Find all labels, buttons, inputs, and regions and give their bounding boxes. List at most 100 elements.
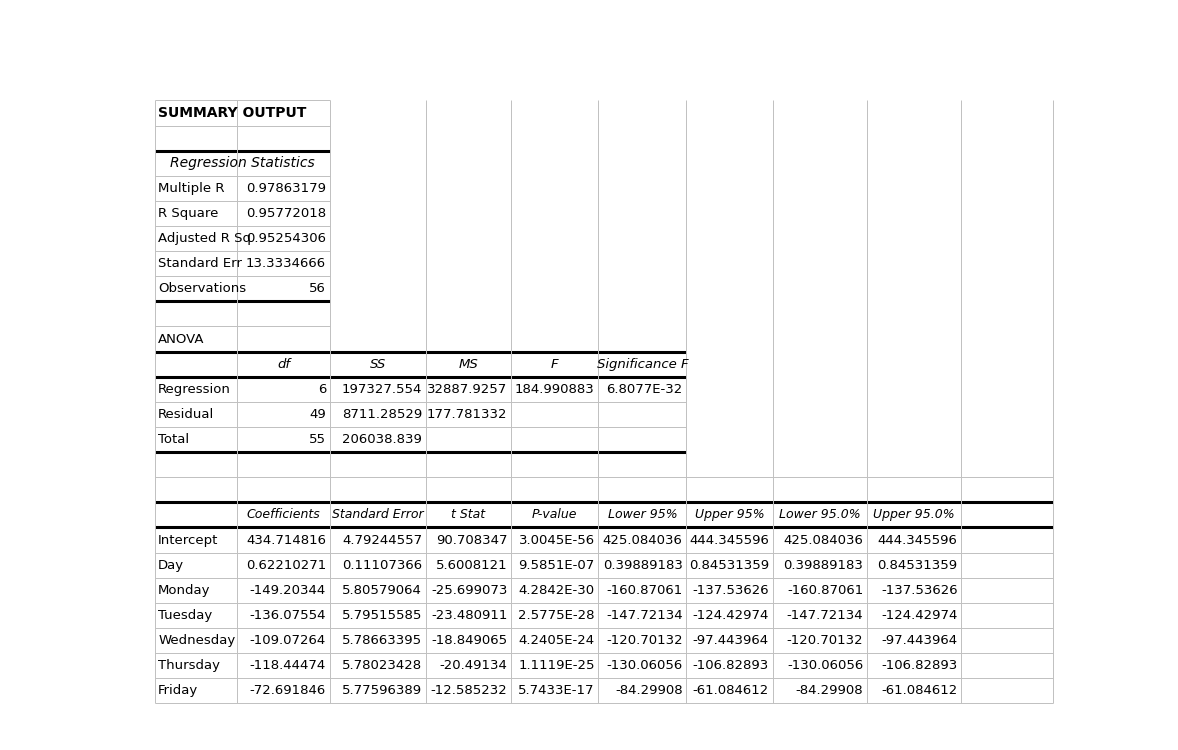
Text: Monday: Monday xyxy=(158,584,211,597)
Text: 4.79244557: 4.79244557 xyxy=(342,533,422,547)
Text: -61.084612: -61.084612 xyxy=(693,684,769,698)
Text: 49: 49 xyxy=(310,408,326,421)
Text: 8711.28529: 8711.28529 xyxy=(342,408,422,421)
Text: Significance F: Significance F xyxy=(596,358,688,370)
Text: SUMMARY OUTPUT: SUMMARY OUTPUT xyxy=(158,106,306,120)
Text: Regression: Regression xyxy=(158,382,231,396)
Text: 206038.839: 206038.839 xyxy=(343,433,422,446)
Text: Upper 95.0%: Upper 95.0% xyxy=(873,509,955,521)
Text: -84.29908: -84.29908 xyxy=(795,684,863,698)
Text: R Square: R Square xyxy=(158,207,219,220)
Text: Standard Err: Standard Err xyxy=(158,257,243,270)
Text: 5.6008121: 5.6008121 xyxy=(436,559,508,572)
Text: MS: MS xyxy=(458,358,478,370)
Text: F: F xyxy=(551,358,558,370)
Text: -106.82893: -106.82893 xyxy=(693,659,769,672)
Text: Thursday: Thursday xyxy=(158,659,220,672)
Text: Regression Statistics: Regression Statistics xyxy=(170,156,315,170)
Text: -124.42974: -124.42974 xyxy=(693,609,769,622)
Text: 56: 56 xyxy=(309,282,326,296)
Text: 1.1119E-25: 1.1119E-25 xyxy=(518,659,595,672)
Text: Residual: Residual xyxy=(158,408,214,421)
Text: 90.708347: 90.708347 xyxy=(436,533,508,547)
Text: Total: Total xyxy=(158,433,190,446)
Text: -147.72134: -147.72134 xyxy=(787,609,863,622)
Text: 0.39889183: 0.39889183 xyxy=(783,559,863,572)
Text: -147.72134: -147.72134 xyxy=(607,609,683,622)
Text: 6.8077E-32: 6.8077E-32 xyxy=(607,382,683,396)
Text: Coefficients: Coefficients xyxy=(246,509,320,521)
Text: Standard Error: Standard Error xyxy=(332,509,424,521)
Text: -72.691846: -72.691846 xyxy=(250,684,326,698)
Text: -118.44474: -118.44474 xyxy=(250,659,326,672)
Text: 0.95772018: 0.95772018 xyxy=(246,207,326,220)
Text: -120.70132: -120.70132 xyxy=(607,634,683,647)
Text: Intercept: Intercept xyxy=(158,533,219,547)
Text: Observations: Observations xyxy=(158,282,246,296)
Text: 177.781332: 177.781332 xyxy=(428,408,508,421)
Text: Lower 95.0%: Lower 95.0% xyxy=(779,509,861,521)
Text: 5.7433E-17: 5.7433E-17 xyxy=(518,684,595,698)
Text: 4.2405E-24: 4.2405E-24 xyxy=(518,634,595,647)
Text: -120.70132: -120.70132 xyxy=(787,634,863,647)
Text: 197327.554: 197327.554 xyxy=(342,382,422,396)
Text: Tuesday: Tuesday xyxy=(158,609,212,622)
Text: Upper 95%: Upper 95% xyxy=(695,509,765,521)
Text: 13.3334666: 13.3334666 xyxy=(246,257,326,270)
Text: 434.714816: 434.714816 xyxy=(246,533,326,547)
Text: -136.07554: -136.07554 xyxy=(250,609,326,622)
Text: -20.49134: -20.49134 xyxy=(439,659,508,672)
Text: -130.06056: -130.06056 xyxy=(787,659,863,672)
Text: t Stat: t Stat xyxy=(451,509,485,521)
Text: 2.5775E-28: 2.5775E-28 xyxy=(518,609,595,622)
Text: -160.87061: -160.87061 xyxy=(607,584,683,597)
Text: -109.07264: -109.07264 xyxy=(250,634,326,647)
Text: -61.084612: -61.084612 xyxy=(881,684,958,698)
Text: Adjusted R Sq: Adjusted R Sq xyxy=(158,232,251,245)
Text: -23.480911: -23.480911 xyxy=(431,609,508,622)
Text: -137.53626: -137.53626 xyxy=(693,584,769,597)
Text: Day: Day xyxy=(158,559,184,572)
Text: -97.443964: -97.443964 xyxy=(693,634,769,647)
Text: 4.2842E-30: 4.2842E-30 xyxy=(518,584,595,597)
Text: 5.79515585: 5.79515585 xyxy=(342,609,422,622)
Text: 5.80579064: 5.80579064 xyxy=(343,584,422,597)
Text: Friday: Friday xyxy=(158,684,198,698)
Text: 425.084036: 425.084036 xyxy=(783,533,863,547)
Text: 0.95254306: 0.95254306 xyxy=(246,232,326,245)
Text: df: df xyxy=(277,358,290,370)
Text: 3.0045E-56: 3.0045E-56 xyxy=(518,533,595,547)
Text: Lower 95%: Lower 95% xyxy=(608,509,677,521)
Text: -25.699073: -25.699073 xyxy=(431,584,508,597)
Text: 0.84531359: 0.84531359 xyxy=(878,559,958,572)
Text: ANOVA: ANOVA xyxy=(158,332,205,346)
Text: 425.084036: 425.084036 xyxy=(603,533,683,547)
Text: -149.20344: -149.20344 xyxy=(250,584,326,597)
Text: 6: 6 xyxy=(318,382,326,396)
Text: -137.53626: -137.53626 xyxy=(881,584,958,597)
Text: 9.5851E-07: 9.5851E-07 xyxy=(518,559,595,572)
Text: 5.78023428: 5.78023428 xyxy=(342,659,422,672)
Text: -12.585232: -12.585232 xyxy=(431,684,508,698)
Text: 0.97863179: 0.97863179 xyxy=(246,182,326,195)
Text: -18.849065: -18.849065 xyxy=(431,634,508,647)
Text: 444.345596: 444.345596 xyxy=(878,533,958,547)
Text: 55: 55 xyxy=(309,433,326,446)
Text: Wednesday: Wednesday xyxy=(158,634,236,647)
Text: 5.77596389: 5.77596389 xyxy=(342,684,422,698)
Text: -124.42974: -124.42974 xyxy=(881,609,958,622)
Text: -84.29908: -84.29908 xyxy=(615,684,683,698)
Text: 184.990883: 184.990883 xyxy=(515,382,595,396)
Text: 0.62210271: 0.62210271 xyxy=(246,559,326,572)
Text: Multiple R: Multiple R xyxy=(158,182,225,195)
Text: -160.87061: -160.87061 xyxy=(787,584,863,597)
Text: SS: SS xyxy=(370,358,386,370)
Text: -106.82893: -106.82893 xyxy=(881,659,958,672)
Text: -97.443964: -97.443964 xyxy=(881,634,958,647)
Text: 0.11107366: 0.11107366 xyxy=(342,559,422,572)
Text: 444.345596: 444.345596 xyxy=(689,533,769,547)
Text: 5.78663395: 5.78663395 xyxy=(342,634,422,647)
Text: 32887.9257: 32887.9257 xyxy=(428,382,508,396)
Text: 0.84531359: 0.84531359 xyxy=(689,559,769,572)
Text: P-value: P-value xyxy=(532,509,577,521)
